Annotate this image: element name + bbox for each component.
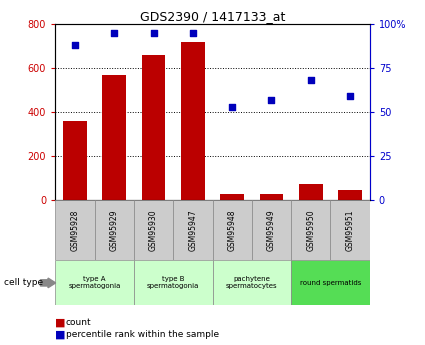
Point xyxy=(190,30,196,36)
Text: percentile rank within the sample: percentile rank within the sample xyxy=(66,330,219,339)
Bar xyxy=(252,200,291,260)
Text: GSM95930: GSM95930 xyxy=(149,209,158,251)
Title: GDS2390 / 1417133_at: GDS2390 / 1417133_at xyxy=(140,10,285,23)
Bar xyxy=(173,200,212,260)
Text: type B
spermatogonia: type B spermatogonia xyxy=(147,276,199,289)
Text: ■: ■ xyxy=(55,318,66,327)
Bar xyxy=(260,194,283,200)
Text: type A
spermatogonia: type A spermatogonia xyxy=(68,276,121,289)
Text: cell type: cell type xyxy=(4,278,43,287)
Text: ■: ■ xyxy=(55,330,66,339)
Text: GSM95948: GSM95948 xyxy=(228,209,237,251)
Text: GSM95929: GSM95929 xyxy=(110,209,119,251)
Bar xyxy=(291,200,331,260)
Bar xyxy=(55,260,134,305)
Point xyxy=(150,30,157,36)
Point xyxy=(347,93,354,99)
Point xyxy=(111,30,118,36)
Bar xyxy=(331,200,370,260)
Text: count: count xyxy=(66,318,91,327)
Text: GSM95949: GSM95949 xyxy=(267,209,276,251)
Bar xyxy=(291,260,370,305)
Bar xyxy=(134,260,212,305)
Bar xyxy=(299,184,323,200)
Bar xyxy=(134,200,173,260)
Bar xyxy=(142,55,165,200)
Point xyxy=(268,97,275,102)
Text: GSM95951: GSM95951 xyxy=(346,209,354,251)
Point xyxy=(71,42,78,48)
Point xyxy=(229,104,235,110)
Bar xyxy=(94,200,134,260)
Text: pachytene
spermatocytes: pachytene spermatocytes xyxy=(226,276,278,289)
Text: GSM95947: GSM95947 xyxy=(188,209,197,251)
Bar xyxy=(181,42,204,200)
Bar xyxy=(212,200,252,260)
Bar xyxy=(63,121,87,200)
Text: round spermatids: round spermatids xyxy=(300,280,361,286)
Text: GSM95928: GSM95928 xyxy=(71,210,79,251)
Bar xyxy=(220,194,244,200)
Bar xyxy=(55,200,94,260)
Bar xyxy=(338,190,362,200)
Bar xyxy=(212,260,291,305)
Bar xyxy=(102,75,126,200)
Point xyxy=(307,78,314,83)
Text: GSM95950: GSM95950 xyxy=(306,209,315,251)
